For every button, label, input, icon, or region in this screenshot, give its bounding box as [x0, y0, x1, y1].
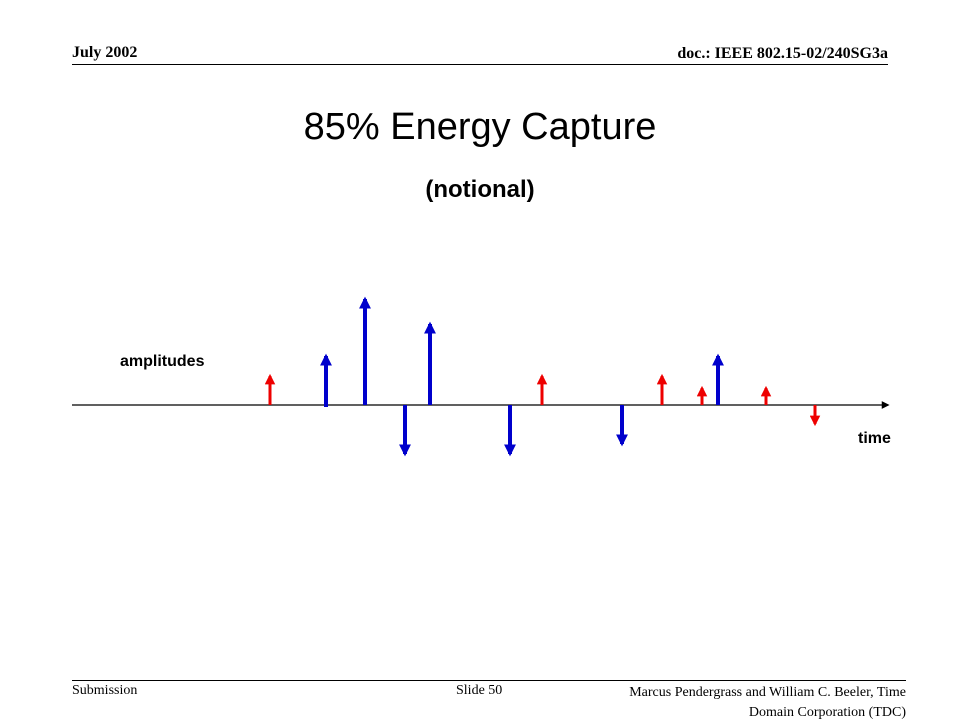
- subtitle: (notional): [425, 176, 535, 203]
- header-doc: doc.: IEEE 802.15-02/240SG3a: [677, 45, 888, 62]
- header-date: July 2002: [72, 44, 138, 61]
- header-rule: [72, 64, 888, 65]
- footer-right: Marcus Pendergrass and William C. Beeler…: [629, 685, 906, 720]
- footer-center: Slide 50: [456, 683, 503, 698]
- x-label: time: [858, 430, 891, 447]
- arrows: [264, 296, 821, 457]
- title: 85% Energy Capture: [303, 106, 657, 148]
- footer-rule: [72, 680, 906, 681]
- footer-left: Submission: [72, 683, 138, 698]
- y-label: amplitudes: [120, 353, 205, 370]
